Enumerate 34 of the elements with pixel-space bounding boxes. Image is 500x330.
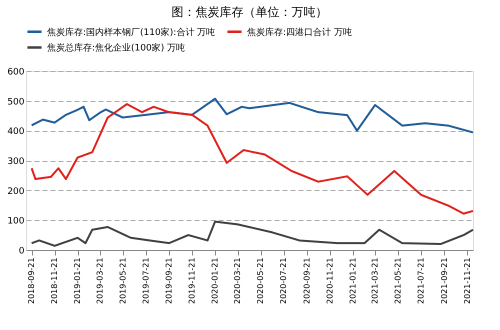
x-tick-label: 2020-03-21 [233, 258, 242, 304]
x-tick-label: 2021-11-21 [462, 258, 472, 304]
x-tick-label: 2020-01-21 [210, 258, 220, 304]
x-tick-label: 2021-05-21 [394, 258, 403, 304]
x-tick-label: 2020-05-21 [256, 258, 266, 304]
line-series [30, 98, 474, 134]
chart-title: 图：焦炭库存（单位：万吨） [172, 5, 328, 19]
y-tick-label: 100 [7, 216, 25, 227]
x-tick-label: 2020-09-21 [302, 258, 312, 304]
y-tick-label: 500 [7, 97, 25, 108]
x-tick-label: 2019-03-21 [95, 258, 104, 304]
x-tick-label: 2019-09-21 [164, 258, 174, 304]
y-tick-label: 200 [7, 186, 25, 197]
legend-label: 焦炭库存:国内样本钢厂(110家):合计 万吨 [47, 26, 216, 38]
x-tick-label: 2021-09-21 [440, 258, 449, 304]
x-tick-label: 2019-01-21 [73, 258, 82, 304]
x-tick-label: 2019-07-21 [141, 258, 150, 304]
x-tick-label: 2019-05-21 [118, 258, 128, 304]
x-tick-label: 2021-07-21 [416, 258, 426, 304]
line-series [30, 220, 474, 247]
x-tick-label: 2020-11-21 [325, 258, 334, 304]
x-tick-label: 2021-03-21 [370, 258, 380, 304]
y-tick-label: 300 [7, 157, 25, 167]
x-tick-label: 2019-11-21 [188, 258, 197, 304]
legend-label: 焦炭库存:四港口合计 万吨 [247, 26, 352, 38]
x-tick-label: 2018-11-21 [50, 258, 60, 304]
y-tick-label: 600 [7, 68, 25, 78]
line-series [30, 103, 474, 215]
y-tick-label: 400 [7, 127, 25, 138]
y-tick-label: 0 [18, 246, 25, 256]
x-tick-label: 2021-01-21 [348, 258, 358, 304]
legend-label: 焦炭总库存:焦化企业(100家) 万吨 [47, 42, 186, 54]
x-tick-label: 2020-07-21 [279, 258, 288, 304]
x-tick-label: 2018-09-21 [27, 258, 36, 304]
